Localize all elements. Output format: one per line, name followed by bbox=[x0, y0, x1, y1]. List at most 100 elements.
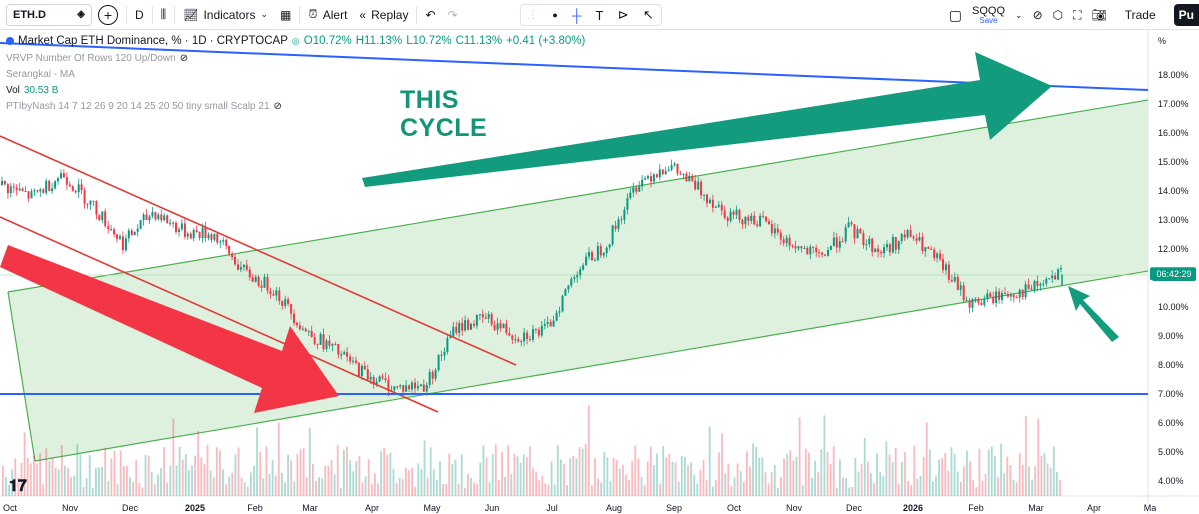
legend-high: H11.13% bbox=[355, 35, 403, 47]
volume-bar bbox=[324, 465, 327, 496]
drag-handle-icon[interactable]: ⋮ bbox=[528, 9, 539, 21]
plus-icon: + bbox=[98, 4, 118, 25]
red-down-arrow[interactable] bbox=[0, 245, 339, 413]
candle-body bbox=[1042, 283, 1045, 285]
volume-bar bbox=[448, 453, 451, 496]
symbol-search[interactable]: ETH.D ◈ bbox=[6, 3, 92, 26]
volume-bar bbox=[792, 460, 795, 496]
candle-body bbox=[532, 329, 534, 340]
layouts-button[interactable]: ▦ bbox=[274, 0, 297, 30]
candle-body bbox=[490, 314, 493, 325]
alert-button[interactable]: ⏰︎ Alert bbox=[302, 0, 353, 30]
channel-lower-line[interactable] bbox=[34, 270, 1149, 462]
redo-button[interactable]: ↷ bbox=[442, 0, 464, 30]
add-compare-button[interactable]: + bbox=[92, 0, 124, 30]
volume-bar bbox=[361, 482, 364, 496]
hidden-eye-icon[interactable]: ⊘ bbox=[179, 53, 189, 64]
volume-bar bbox=[445, 483, 448, 496]
volume-bar bbox=[665, 457, 668, 496]
text-tool-icon[interactable]: T bbox=[595, 7, 604, 23]
diamond-icon[interactable]: ◈ bbox=[77, 9, 85, 20]
interval-button[interactable]: D bbox=[129, 0, 150, 30]
legend-main-row: Market Cap ETH Dominance, % · 1D · CRYPT… bbox=[6, 33, 585, 49]
candle-body bbox=[582, 265, 585, 270]
candle-body bbox=[947, 264, 950, 280]
camera-icon[interactable]: 📷︎ bbox=[1091, 8, 1107, 22]
volume-bar bbox=[851, 487, 854, 496]
dot-icon[interactable]: ● bbox=[552, 10, 558, 20]
blue-trend-line[interactable] bbox=[0, 42, 1149, 91]
candle-body bbox=[706, 194, 708, 204]
volume-bar bbox=[377, 483, 379, 496]
play-circle-icon[interactable]: ⊳ bbox=[617, 7, 629, 22]
candle-body bbox=[349, 356, 352, 362]
green-up-arrow[interactable] bbox=[362, 52, 1052, 187]
quick-search-icon[interactable]: ⊘ bbox=[1032, 8, 1043, 22]
cycle-annotation[interactable]: THIS CYCLE bbox=[400, 86, 487, 142]
volume-bar bbox=[1049, 467, 1052, 496]
volume-bar bbox=[572, 455, 575, 496]
volume-bar bbox=[752, 443, 754, 496]
y-tick-label: 9.00% bbox=[1158, 331, 1184, 341]
trade-button[interactable]: Trade bbox=[1124, 8, 1156, 22]
indicators-label: Indicators bbox=[203, 7, 256, 22]
replay-button[interactable]: « Replay bbox=[353, 0, 414, 30]
volume-bar bbox=[956, 471, 959, 496]
chart-legend: Market Cap ETH Dominance, % · 1D · CRYPT… bbox=[6, 33, 585, 115]
candle-body bbox=[1006, 294, 1009, 297]
volume-bar bbox=[780, 476, 782, 496]
indicators-button[interactable]: 📈︎ Indicators ⌄ bbox=[177, 0, 274, 30]
candle-body bbox=[178, 229, 180, 232]
small-green-arrow[interactable] bbox=[1068, 286, 1119, 342]
candle-body bbox=[169, 222, 172, 224]
compare-symbol-button[interactable]: SQQQ Save bbox=[972, 5, 1005, 25]
chart-type-button[interactable]: ⫼ bbox=[155, 0, 173, 30]
volume-bar bbox=[764, 472, 767, 496]
candle-body bbox=[897, 241, 900, 250]
candle-body bbox=[909, 230, 912, 237]
red-channel-upper[interactable] bbox=[0, 135, 517, 366]
volume-bar bbox=[253, 465, 255, 496]
indicator-row[interactable]: VRVP Number Of Rows 120 Up/Down ⊘ bbox=[6, 51, 585, 67]
tradingview-logo[interactable]: 𝟏𝟕 bbox=[9, 478, 27, 495]
candle-body bbox=[416, 386, 419, 389]
candle-body bbox=[449, 336, 452, 338]
volume-bar bbox=[290, 460, 293, 496]
volume-bar bbox=[646, 461, 649, 496]
chevron-down-icon[interactable]: ⌄ bbox=[1015, 9, 1023, 20]
fullscreen-icon[interactable]: ⛶ bbox=[1073, 7, 1082, 22]
volume-bar bbox=[708, 426, 711, 496]
crosshair-icon[interactable]: ┼ bbox=[572, 7, 582, 23]
channel-upper-line[interactable] bbox=[7, 99, 1149, 293]
volume-bar bbox=[1009, 465, 1012, 496]
candle-body bbox=[33, 190, 36, 192]
volume-bar bbox=[950, 447, 953, 496]
volume-bar bbox=[746, 451, 748, 496]
volume-bar bbox=[274, 475, 277, 496]
volume-bar bbox=[770, 472, 773, 496]
indicator-row[interactable]: Serangkai - MA bbox=[6, 67, 585, 83]
indicator-row[interactable]: Vol 30.53 B bbox=[6, 83, 585, 99]
hidden-eye-icon[interactable]: ⊘ bbox=[273, 101, 282, 112]
candle-body bbox=[927, 247, 930, 249]
indicator-row[interactable]: PTIbyNash 14 7 12 26 9 20 14 25 20 50 ti… bbox=[6, 99, 585, 115]
candle-body bbox=[175, 222, 177, 232]
red-channel-lower[interactable] bbox=[0, 216, 439, 413]
legend-low: L10.72% bbox=[406, 35, 452, 47]
publish-button[interactable]: Pu bbox=[1173, 4, 1199, 26]
volume-bar bbox=[947, 470, 950, 496]
cursor-icon[interactable]: ↖ bbox=[642, 7, 654, 22]
channel-left-edge[interactable] bbox=[7, 291, 36, 462]
axis-unit-label[interactable]: % bbox=[1158, 36, 1167, 46]
settings-icon[interactable]: ⬡ bbox=[1052, 8, 1064, 22]
candle-body bbox=[753, 215, 756, 225]
candle-body bbox=[720, 204, 723, 211]
candle-body bbox=[219, 241, 222, 243]
legend-title[interactable]: Market Cap ETH Dominance, % · 1D · CRYPT… bbox=[18, 35, 288, 47]
candle-body bbox=[266, 276, 269, 291]
undo-button[interactable]: ↶ bbox=[419, 0, 441, 30]
square-icon[interactable]: ▢ bbox=[948, 6, 962, 23]
volume-bar bbox=[349, 460, 351, 496]
price-chart[interactable]: 18.00% 17.00% 16.00% 15.00% 14.00% 13.00% 12.0… bbox=[0, 30, 1199, 514]
candle-body bbox=[92, 200, 95, 202]
